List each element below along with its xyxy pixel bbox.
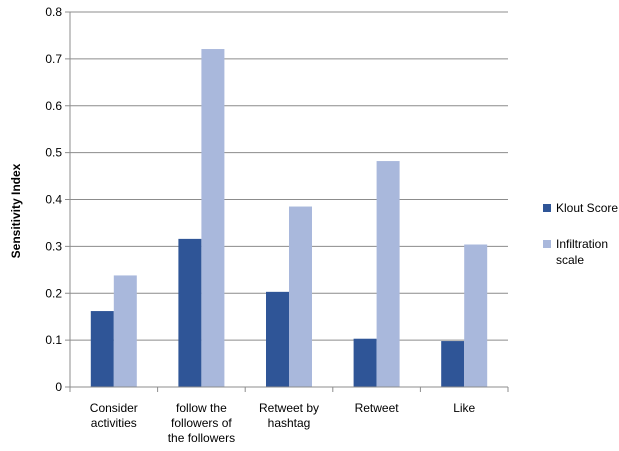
bar-klout-score [353,338,377,387]
legend-swatch [543,204,551,212]
y-tick-label: 0.8 [45,5,62,19]
x-tick-label: hashtag [268,416,311,430]
y-tick-label: 0.2 [45,286,62,300]
y-axis: 0 0.1 0.2 0.3 0.4 0.5 0.6 0.7 0.8 [45,5,71,394]
bar-infiltration-scale [289,206,312,387]
x-tick-label: Retweet [355,401,400,415]
legend-label: Infiltration [556,237,608,251]
x-tick-label: Retweet by [259,401,319,415]
legend: Klout Score Infiltration scale [543,201,618,267]
bar-klout-score [178,238,202,387]
y-tick-label: 0.5 [45,146,62,160]
x-tick-label: activities [91,416,137,430]
y-axis-label: Sensitivity Index [9,163,23,258]
legend-label: Klout Score [556,201,618,215]
y-tick-label: 0.6 [45,99,62,113]
x-tick-label: Consider [90,401,138,415]
x-tick-label: the followers [168,431,235,445]
bars [90,49,488,387]
legend-label: scale [556,253,584,267]
y-tick-label: 0 [55,380,62,394]
legend-swatch [543,240,551,248]
bar-klout-score [90,311,114,387]
y-tick-label: 0.4 [45,193,62,207]
y-tick-label: 0.7 [45,52,62,66]
bar-klout-score [266,291,289,387]
y-tick-label: 0.1 [45,333,62,347]
bar-infiltration-scale [201,49,225,387]
y-tick-label: 0.3 [45,239,62,253]
x-tick-label: follow the [176,401,227,415]
bar-infiltration-scale [376,161,400,387]
x-tick-label: followers of [171,416,232,430]
bar-infiltration-scale [464,244,488,387]
x-tick-label: Like [453,401,475,415]
bar-infiltration-scale [113,275,137,387]
bar-klout-score [441,341,465,387]
